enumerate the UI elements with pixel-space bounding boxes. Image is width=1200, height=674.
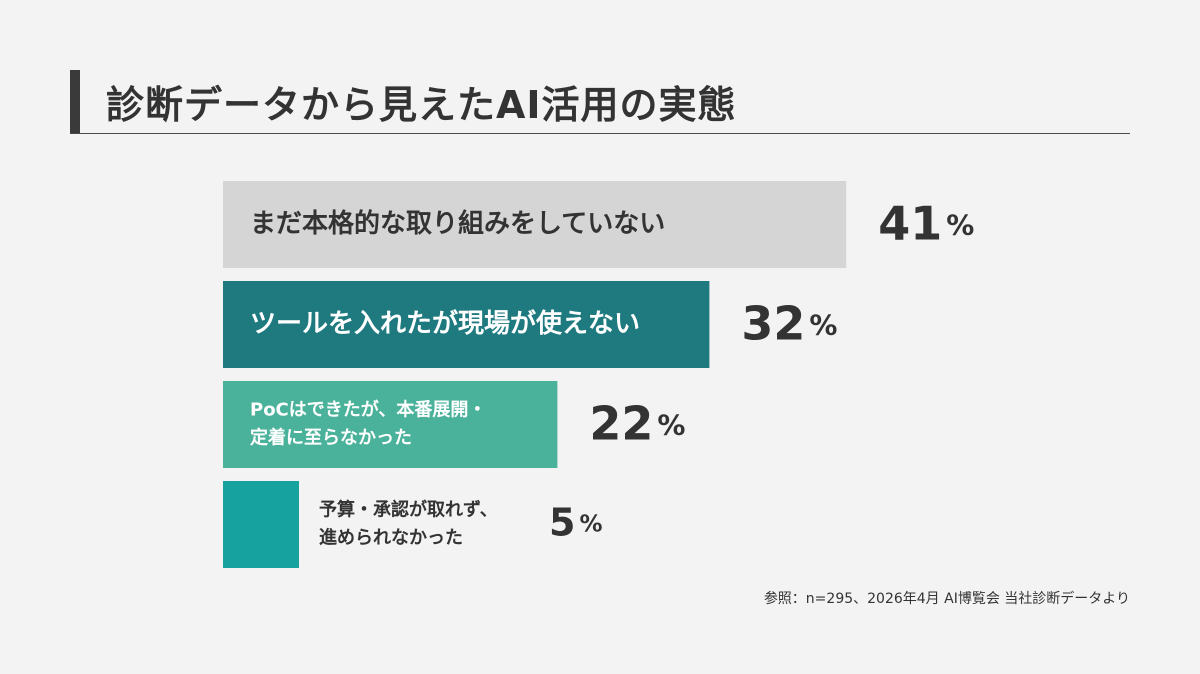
bar — [223, 381, 558, 468]
bar — [223, 281, 710, 368]
title-accent-bar — [70, 70, 80, 134]
source-note: 参照：n=295、2026年4月 AI博覧会 当社診断データより — [763, 591, 1130, 607]
page-title: 診断データから見えたAI活用の実態 — [106, 83, 737, 127]
value-label: 32% — [741, 296, 837, 350]
value-label: 22% — [589, 396, 685, 450]
title-block: 診断データから見えたAI活用の実態 — [70, 70, 1130, 134]
bar — [223, 481, 299, 568]
title-divider — [70, 133, 1130, 134]
value-label: 41% — [878, 196, 974, 250]
category-label: 予算・承認が取れず、進められなかった — [319, 499, 498, 549]
category-label: ツールを入れたが現場が使えない — [250, 308, 640, 339]
value-label: 5% — [549, 500, 603, 544]
category-label: PoCはできたが、本番展開・定着に至らなかった — [250, 399, 486, 449]
bar — [223, 181, 847, 268]
category-label: まだ本格的な取り組みをしていない — [250, 208, 665, 239]
